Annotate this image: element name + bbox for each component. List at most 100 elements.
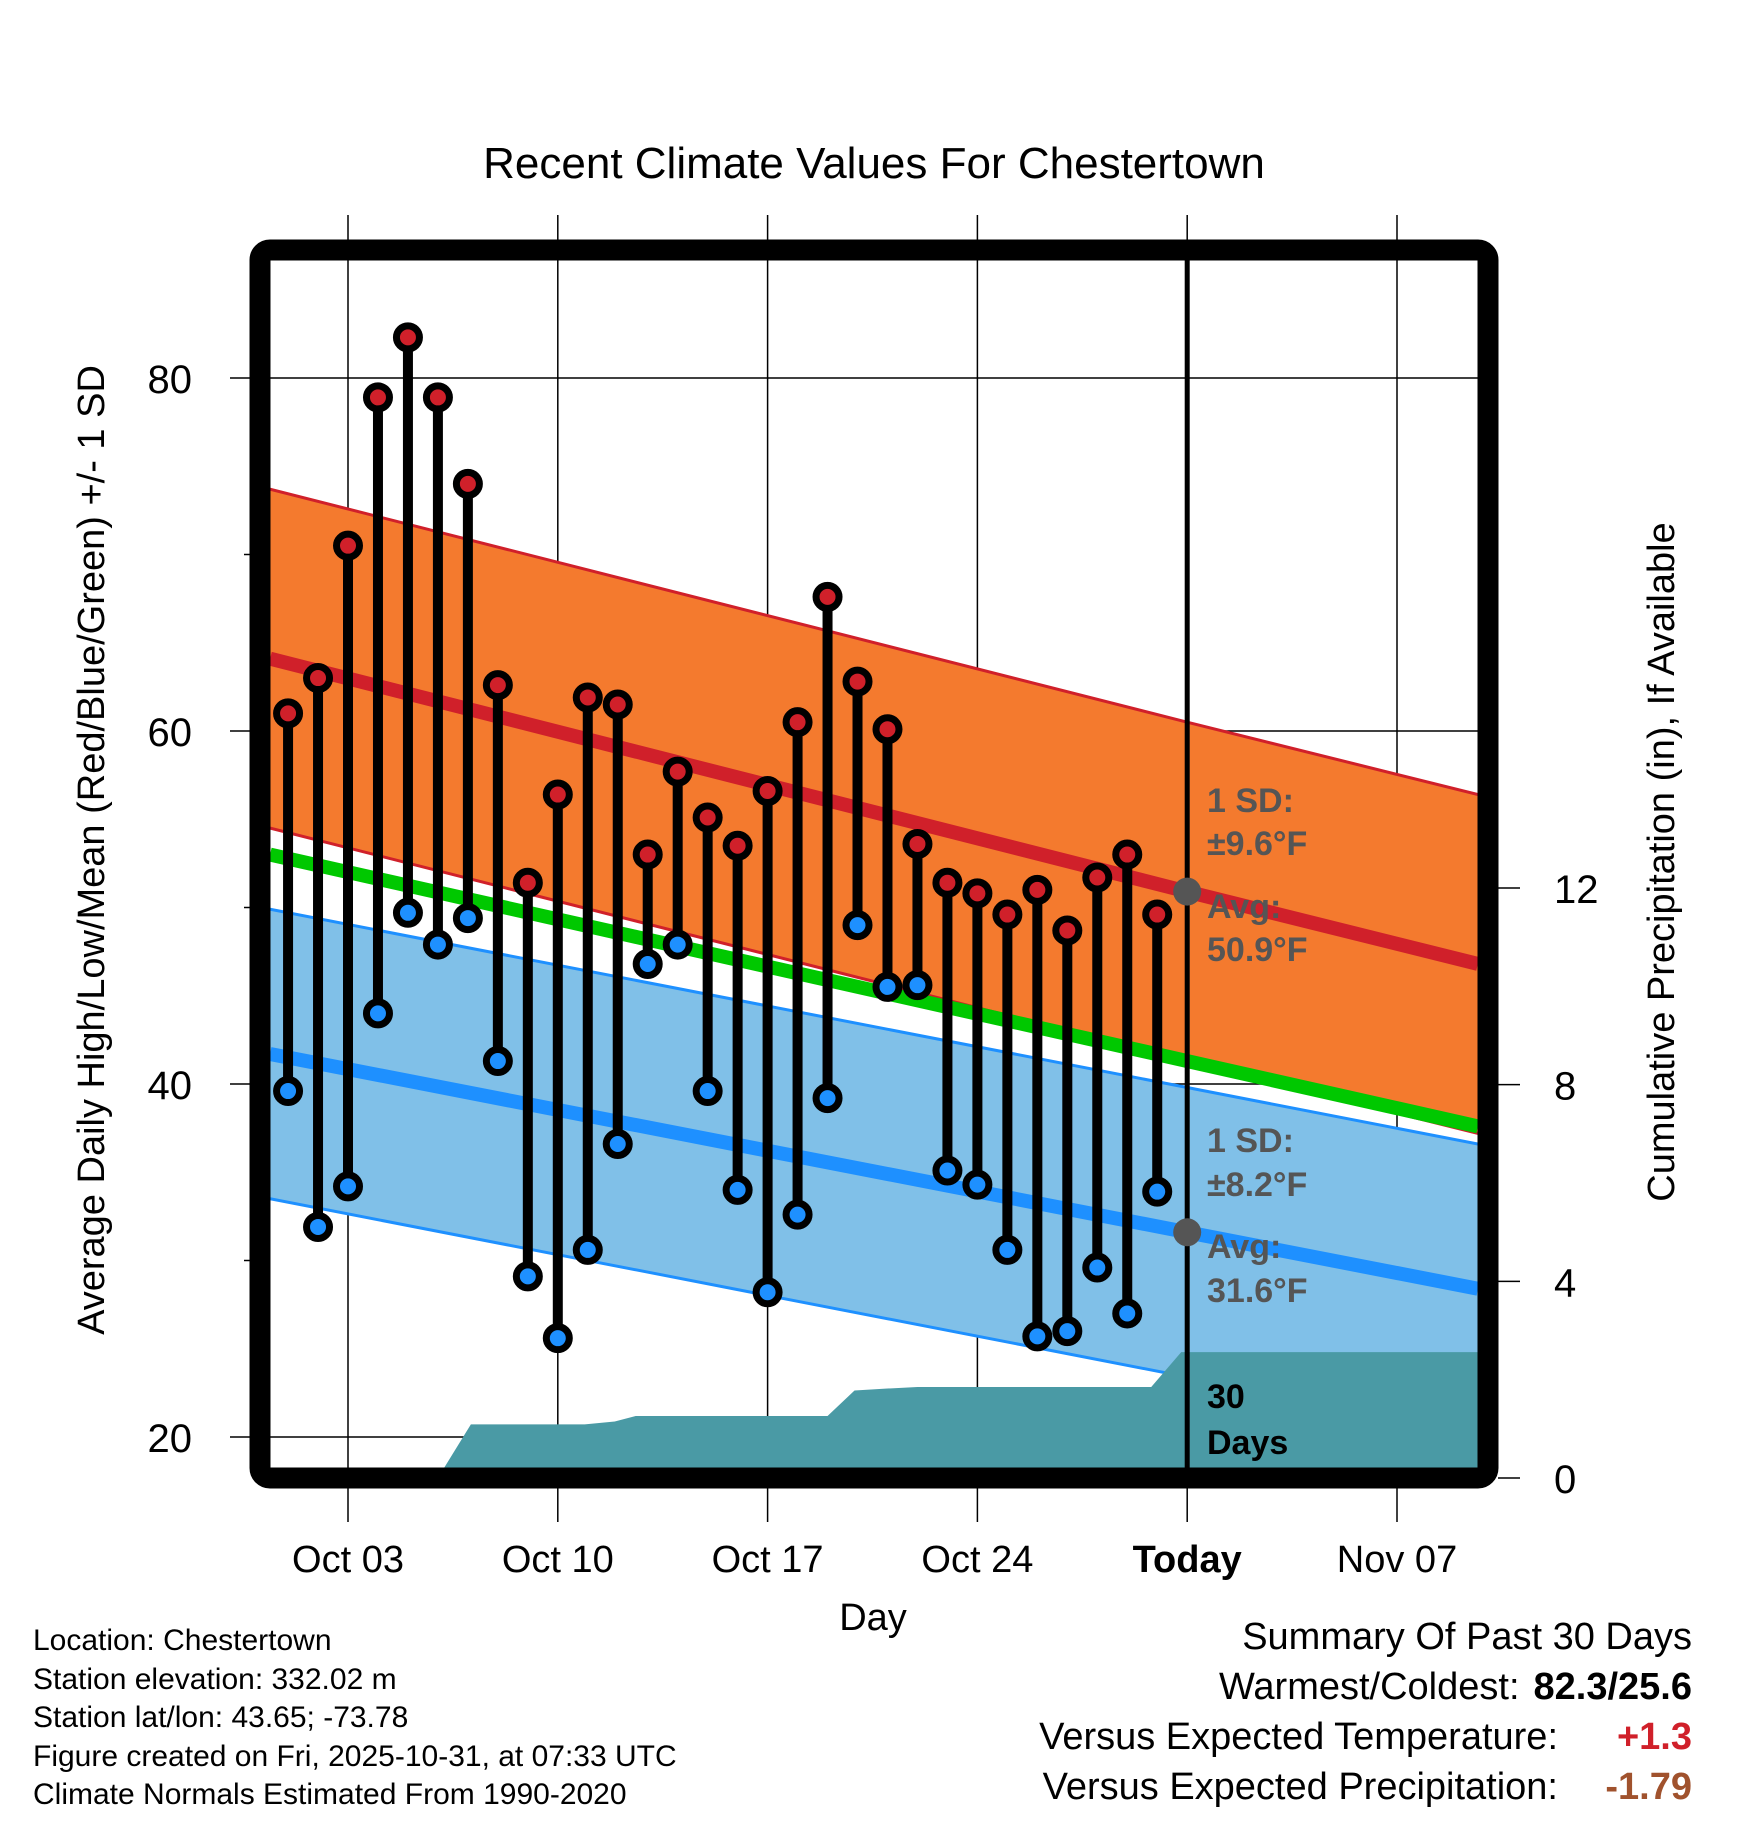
info-normals: Climate Normals Estimated From 1990-2020 <box>33 1778 627 1811</box>
low-temp-dot <box>602 1129 633 1160</box>
high-temp-dot <box>602 689 633 720</box>
precip-days-label-2: Days <box>1207 1424 1288 1462</box>
warmest-coldest-value: 82.3/25.6 <box>1533 1666 1692 1708</box>
high-temp-dot <box>752 776 783 807</box>
info-elevation: Station elevation: 332.02 m <box>33 1662 397 1696</box>
high-avg-marker <box>1173 877 1202 906</box>
y2-axis-label: Cumulative Precipitation (in), If Availa… <box>1641 522 1683 1201</box>
y-axis-label: Average Daily High/Low/Mean (Red/Blue/Gr… <box>71 365 113 1335</box>
low-temp-dot <box>333 1171 363 1202</box>
y2-tick-label: 4 <box>1554 1261 1576 1305</box>
high-temp-dot <box>932 867 963 898</box>
y2-tick-label: 8 <box>1554 1065 1576 1109</box>
high-temp-dot <box>842 666 873 697</box>
low-temp-dot <box>482 1046 513 1077</box>
precip-area-group <box>444 1352 1478 1468</box>
low-temp-dot <box>902 970 933 1001</box>
low-temp-dot <box>932 1155 963 1186</box>
high-temp-dot <box>962 878 993 909</box>
low-sd-label: 1 SD: <box>1207 1122 1294 1160</box>
low-temp-dot <box>392 897 423 928</box>
precip-days-label: 30 <box>1207 1378 1245 1416</box>
low-temp-dot <box>1112 1298 1143 1329</box>
summary-warmest-coldest: Warmest/Coldest: 82.3/25.6 <box>1039 1662 1692 1712</box>
high-temp-dot <box>902 828 933 859</box>
low-temp-dot <box>782 1199 813 1230</box>
high-temp-dot <box>1142 899 1173 930</box>
annotations: 1 SD: ±9.6°F Avg: 50.9°F 1 SD: ±8.2°F Avg: 31.6… <box>1173 782 1308 1462</box>
high-temp-dot <box>362 382 393 413</box>
x-tick-label: Today <box>1133 1539 1242 1581</box>
low-temp-dot <box>303 1211 334 1242</box>
temp-label: Versus Expected Temperature: <box>1039 1716 1558 1758</box>
high-temp-dot <box>872 714 903 745</box>
x-tick-label: Nov 07 <box>1337 1539 1457 1581</box>
low-avg-value: 31.6°F <box>1207 1272 1308 1310</box>
high-temp-dot <box>812 581 843 612</box>
low-temp-dot <box>842 910 873 941</box>
summary-panel: Summary Of Past 30 Days Warmest/Coldest:… <box>1039 1612 1692 1812</box>
low-temp-dot <box>752 1277 783 1308</box>
low-temp-dot <box>632 948 663 979</box>
low-temp-dot <box>1082 1252 1113 1283</box>
low-avg-marker <box>1173 1218 1202 1247</box>
x-tick-label: Oct 17 <box>712 1539 824 1581</box>
y-tick-label: 40 <box>148 1064 193 1108</box>
low-temp-dot <box>962 1169 993 1200</box>
x-tick-label: Oct 24 <box>921 1539 1033 1581</box>
low-temp-dot <box>273 1076 304 1107</box>
high-temp-dot <box>422 382 453 413</box>
info-latlon: Station lat/lon: 43.65; -73.78 <box>33 1701 409 1734</box>
low-avg-label: Avg: <box>1207 1228 1281 1266</box>
summary-temp: Versus Expected Temperature: +1.3 <box>1039 1712 1692 1762</box>
summary-title: Summary Of Past 30 Days <box>1242 1616 1692 1658</box>
high-sd-label: 1 SD: <box>1207 782 1294 820</box>
high-temp-dot <box>1082 862 1113 893</box>
precip-area <box>444 1352 1478 1468</box>
high-avg-label: Avg: <box>1207 888 1281 926</box>
high-temp-dot <box>572 682 603 713</box>
warmest-coldest-label: Warmest/Coldest: <box>1218 1666 1520 1708</box>
high-temp-dot <box>992 899 1023 930</box>
info-created: Figure created on Fri, 2025-10-31, at 07… <box>33 1739 677 1773</box>
temp-anomaly-value: +1.3 <box>1616 1716 1692 1758</box>
high-temp-dot <box>1052 915 1083 946</box>
high-temp-dot <box>692 802 723 833</box>
low-temp-dot <box>1052 1316 1083 1347</box>
precip-anomaly-value: -1.79 <box>1605 1766 1692 1808</box>
daily-stems <box>273 322 1173 1354</box>
y2-tick-label: 12 <box>1554 868 1599 912</box>
high-temp-dot <box>632 839 663 870</box>
high-sd-value: ±9.6°F <box>1207 825 1307 863</box>
y-tick-label: 20 <box>148 1417 193 1461</box>
high-temp-dot <box>1112 839 1143 870</box>
low-sd-value: ±8.2°F <box>1207 1166 1307 1204</box>
high-temp-dot <box>303 663 334 694</box>
y-tick-label: 60 <box>148 711 193 755</box>
high-temp-dot <box>333 530 363 561</box>
y-tick-label: 80 <box>148 358 193 402</box>
y2-tick-label: 0 <box>1554 1458 1576 1502</box>
low-temp-dot <box>812 1083 843 1114</box>
high-temp-dot <box>662 756 693 787</box>
low-temp-dot <box>452 903 483 934</box>
low-temp-dot <box>662 929 693 960</box>
low-temp-dot <box>1142 1176 1173 1207</box>
high-avg-value: 50.9°F <box>1207 931 1308 969</box>
chart-title: Recent Climate Values For Chestertown <box>483 139 1265 188</box>
low-temp-dot <box>872 971 903 1002</box>
low-temp-dot <box>992 1234 1023 1265</box>
low-temp-dot <box>422 929 453 960</box>
high-temp-dot <box>722 830 753 861</box>
axes: 20 40 60 80 0 4 8 12 Oct 03 Oct 10 Oct 17 Oct 24 Tod… <box>148 358 1599 1581</box>
precip-label: Versus Expected Precipitation: <box>1042 1766 1558 1808</box>
high-temp-dot <box>273 698 304 729</box>
low-temp-dot <box>362 998 393 1029</box>
high-temp-dot <box>452 468 483 499</box>
low-temp-dot <box>692 1076 723 1107</box>
plot-frame <box>249 239 1499 1489</box>
low-temp-dot <box>572 1234 603 1265</box>
low-temp-dot <box>542 1323 573 1354</box>
x-tick-label: Oct 03 <box>292 1539 404 1581</box>
